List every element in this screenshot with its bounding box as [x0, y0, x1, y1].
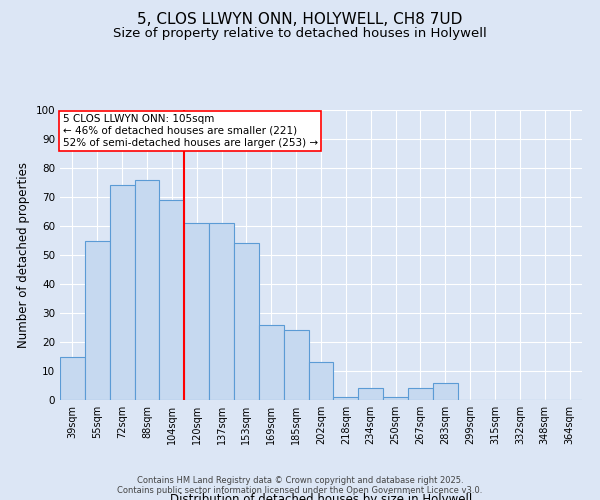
Bar	[60, 356, 85, 400]
Bar	[160, 200, 184, 400]
Bar	[85, 240, 110, 400]
Bar	[134, 180, 160, 400]
Text: Size of property relative to detached houses in Holywell: Size of property relative to detached ho…	[113, 28, 487, 40]
Bar	[383, 397, 408, 400]
Bar	[433, 382, 458, 400]
Text: Contains HM Land Registry data © Crown copyright and database right 2025.
Contai: Contains HM Land Registry data © Crown c…	[118, 476, 482, 495]
Bar	[334, 397, 358, 400]
Bar	[358, 388, 383, 400]
Y-axis label: Number of detached properties: Number of detached properties	[17, 162, 30, 348]
Bar	[408, 388, 433, 400]
Bar	[284, 330, 308, 400]
Bar	[184, 223, 209, 400]
Text: 5 CLOS LLWYN ONN: 105sqm
← 46% of detached houses are smaller (221)
52% of semi-: 5 CLOS LLWYN ONN: 105sqm ← 46% of detach…	[62, 114, 318, 148]
Bar	[234, 244, 259, 400]
Bar	[110, 186, 134, 400]
Bar	[209, 223, 234, 400]
Text: 5, CLOS LLWYN ONN, HOLYWELL, CH8 7UD: 5, CLOS LLWYN ONN, HOLYWELL, CH8 7UD	[137, 12, 463, 28]
Bar	[308, 362, 334, 400]
X-axis label: Distribution of detached houses by size in Holywell: Distribution of detached houses by size …	[170, 493, 472, 500]
Bar	[259, 324, 284, 400]
